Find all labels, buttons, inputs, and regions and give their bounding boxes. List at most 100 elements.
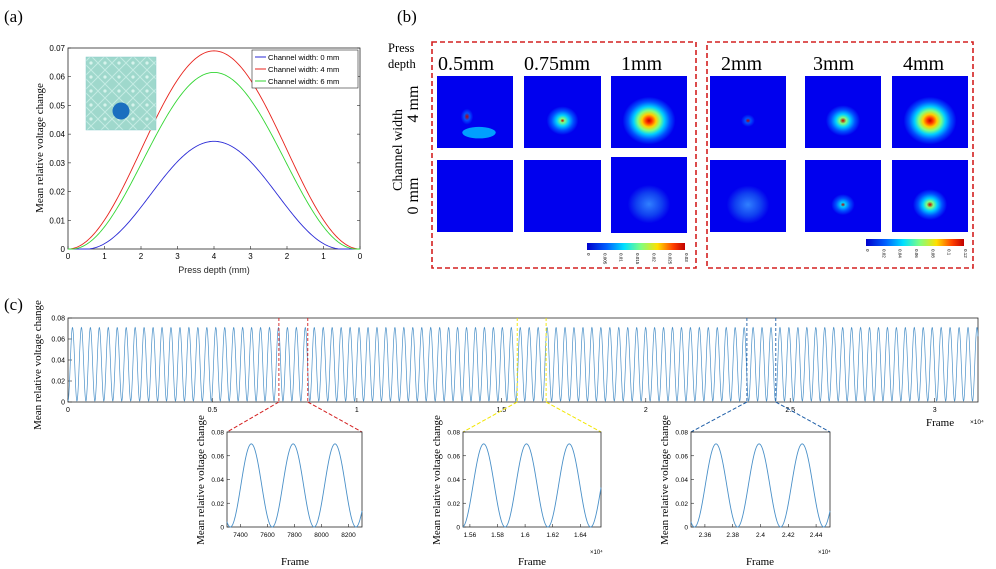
colorbar-tick-label: 0.025 [668,253,673,265]
inset-ytick-label: 0.04 [211,477,224,484]
a-ytick-label: 0.05 [49,101,65,110]
colorbar-tick-label: 0.08 [930,249,935,258]
a-xtick-label: 1 [102,252,107,261]
zoom-inset-1-ticks: 0 0.02 0.04 0.06 0.08 7400 7600 7800 8000 8200 [211,430,356,540]
inset-xtick-label: 7400 [233,532,248,539]
colorbar-tick-label: 0.04 [898,249,903,258]
panel-b-heatmaps: Press depth Channel width 4 mm 0 mm 0.5m… [388,41,974,269]
inset-sensor-image [85,56,157,131]
panel-label-c: (c) [4,295,23,314]
heatmap-blob [818,98,868,144]
colorbar-tick-label: 0.1 [947,249,952,256]
heatmap-grid [437,76,968,233]
colorbar-2 [866,239,964,246]
colorbar-tick-label: 0.02 [881,249,886,258]
inset-xtick-label: 7600 [260,532,275,539]
inset-xtick-label: 8200 [341,532,356,539]
heatmap-blob [627,184,671,224]
a-xtick-label: 0 [66,252,71,261]
colorbar-tick-label: 0.005 [602,253,607,265]
group-1-frame [431,41,697,269]
inset-ytick-label: 0.04 [675,477,688,484]
inset-ytick-label: 0.02 [675,501,688,508]
panel-a-x-label: Press depth (mm) [178,265,250,275]
panel-c-y-ticks: 0 0.02 0.04 0.06 0.08 [51,316,72,407]
c-ytick-label: 0.06 [51,337,65,344]
heatmap-cell [524,160,601,232]
heatmap-crescent [462,126,496,139]
zoom-inset-2-x-label: Frame [518,556,546,568]
panel-label-b: (b) [397,7,417,26]
c-xtick-label: 0.5 [208,407,218,414]
depth-label-4mm: 4mm [903,53,945,75]
inset-ytick-label: 0.06 [211,453,224,460]
press-depth-header-2: depth [388,57,417,71]
inset-ytick-label: 0.08 [211,430,224,437]
inset-ytick-label: 0.06 [675,453,688,460]
depth-label-3mm: 3mm [813,53,855,75]
legend-box [251,49,359,89]
channel-width-header: Channel width [391,109,406,191]
depth-label-0.5mm: 0.5mm [438,53,495,75]
zoom-inset-1-axes [226,431,363,528]
heatmap-cell [437,160,513,232]
zoom-region-markers [226,318,831,433]
zoom-inset-2-x-exponent: ×10⁴ [590,549,603,556]
inset-xtick-label: 1.58 [491,532,504,539]
panel-c-x-label: Frame [926,417,954,429]
a-series-line-2 [68,71,360,250]
a-ytick-label: 0.02 [49,188,65,197]
c-ytick-label: 0.02 [51,379,65,386]
zoom-connector [226,401,280,433]
c-xtick-label: 1 [355,407,359,414]
inset-ytick-label: 0.08 [675,430,688,437]
a-series-line-0 [68,140,360,250]
zoom-connector [545,401,602,433]
a-ytick-label: 0.06 [49,73,65,82]
zoom-connector [690,401,748,433]
zoom-inset-2: 0 0.02 0.04 0.06 0.08 1.56 1.58 1.6 1.62 1.64 Mea… [431,415,603,568]
zoom-inset-2-trace [462,443,602,528]
zoom-connector [307,401,363,433]
a-ytick-label: 0 [61,245,66,254]
colorbar-tick-label: 0.015 [635,253,640,265]
c-ytick-label: 0 [61,400,65,407]
colorbar-tick-label: 0.01 [619,253,624,262]
panel-a-series-lines [67,50,361,250]
a-xtick-label: 2 [285,252,290,261]
legend-label-0mm: Channel width: 0 mm [268,53,339,62]
zoom-inset-2-ticks: 0 0.02 0.04 0.06 0.08 1.56 1.58 1.6 1.62 1.64 [447,430,587,540]
inset-xtick-label: 7800 [287,532,302,539]
inset-ytick-label: 0 [684,525,688,532]
colorbar-tick-label: 0.12 [963,249,968,258]
heatmap-blob [902,95,958,146]
zoom-inset-3-trace [690,443,831,528]
depth-label-2mm: 2mm [721,53,763,75]
row-label-0mm: 0 mm [405,177,422,214]
inset-xtick-label: 2.42 [782,532,795,539]
colorbar-tick-label: 0.03 [684,253,689,262]
zoom-inset-3-x-exponent: ×10⁴ [818,549,831,556]
c-xtick-label: 2.5 [785,407,795,414]
a-xtick-label: 0 [358,252,363,261]
inset-ytick-label: 0.08 [447,430,460,437]
c-xtick-label: 2 [644,407,648,414]
c-xtick-label: 0 [66,407,70,414]
heatmap-blob [726,101,770,140]
group-2-frame [706,41,974,269]
press-point-marker [112,102,130,120]
colorbar-1 [587,243,685,250]
panel-c-x-exponent: ×10⁴ [970,419,984,426]
inset-ytick-label: 0.02 [211,501,224,508]
inset-xtick-label: 1.64 [574,532,587,539]
zoom-inset-1-trace [226,443,363,528]
panel-a-x-ticks: 0 1 2 3 4 3 2 1 0 [66,246,363,261]
panel-a-y-ticks: 0 0.01 0.02 0.03 0.04 0.05 0.06 0.07 [49,44,360,254]
inset-ytick-label: 0.02 [447,501,460,508]
colorbar-tick-label: 0 [586,253,591,256]
panel-a-legend: Channel width: 0 mm Channel width: 4 mm … [251,49,359,89]
a-xtick-label: 2 [139,252,144,261]
inset-ytick-label: 0 [220,525,224,532]
colorbar-2-ticks: 0 0.02 0.04 0.06 0.08 0.1 0.12 [865,249,968,258]
